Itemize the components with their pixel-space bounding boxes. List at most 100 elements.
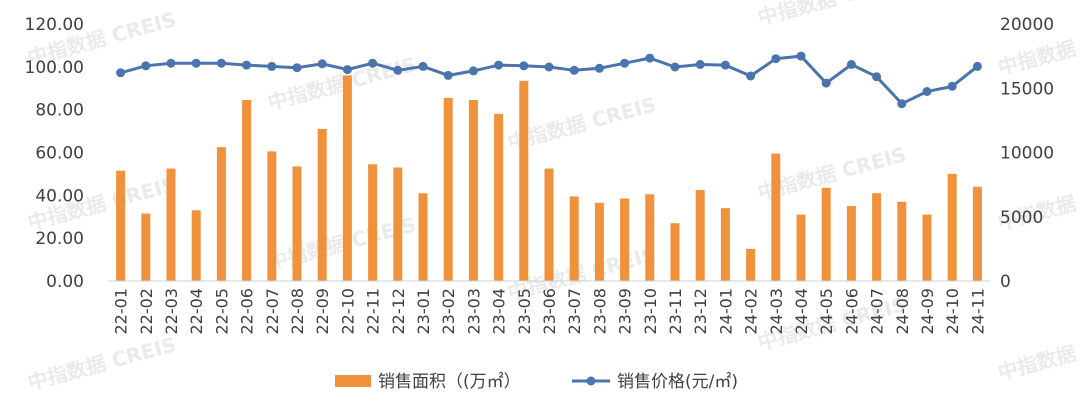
point-sales-price [418,61,428,71]
bar-sales-area [872,193,882,281]
bar-sales-area [141,213,151,281]
x-tick-label: 22-10 [338,288,357,335]
bar-sales-area [368,164,378,281]
line-layer [116,51,982,109]
legend-swatch-bar [335,375,371,387]
x-tick-label: 23-09 [616,288,635,335]
point-sales-price [468,66,478,76]
y-right-tick-label: 5000 [1000,208,1043,228]
y-left-tick-label: 60.00 [35,144,84,164]
x-tick-label: 22-04 [187,288,206,335]
bar-sales-area [594,202,604,281]
x-tick-label: 23-11 [666,288,685,335]
y-right-tick-label: 20000 [1000,15,1054,35]
x-tick-label: 23-12 [691,288,710,335]
bar-sales-area [620,198,630,281]
point-sales-price [544,62,554,72]
bar-sales-area [166,168,176,281]
bar-sales-area [695,190,705,281]
point-sales-price [846,60,856,69]
legend: 销售面积（(万㎡） 销售价格(元/㎡) [335,372,738,392]
bar-sales-area [569,196,579,281]
x-tick-label: 23-02 [439,288,458,335]
point-sales-price [292,63,302,73]
x-tick-label: 24-04 [792,288,811,335]
point-sales-price [720,60,730,70]
axes-layer: 0.00 20.00 40.00 60.00 80.00 100.00 120.00 0 500… [25,15,1055,335]
y-left-tick-label: 20.00 [35,229,84,249]
point-sales-price [670,62,680,72]
point-sales-price [342,65,352,75]
x-tick-label: 23-05 [515,288,534,335]
y-right-tick-label: 0 [1000,272,1011,292]
bar-sales-area [342,75,352,282]
bar-sales-area [544,168,554,281]
point-sales-price [242,60,252,70]
x-tick-label: 24-07 [868,288,887,335]
point-sales-price [922,87,932,96]
bar-sales-area [393,167,403,281]
bar-sales-area [746,248,756,281]
legend-label-sales-price: 销售价格(元/㎡) [617,372,738,392]
point-sales-price [393,65,403,75]
watermark-text: 中指数据 CREIS [25,332,179,395]
bar-sales-area [771,153,781,281]
x-tick-label: 24-02 [742,288,761,335]
point-sales-price [267,61,277,71]
x-tick-label: 24-05 [817,288,836,335]
x-tick-label: 24-09 [918,288,937,335]
x-tick-label: 23-04 [490,288,509,335]
x-tick-label: 24-08 [893,288,912,335]
x-tick-label: 22-06 [238,288,257,335]
x-tick-label: 24-11 [968,288,987,335]
point-sales-price [796,51,806,61]
x-tick-label: 22-02 [137,288,156,335]
point-sales-price [972,61,982,71]
point-sales-price [494,60,504,70]
point-sales-price [569,65,579,75]
y-left-tick-label: 120.00 [25,15,84,35]
watermark-text: 中指数据 CREIS [755,0,909,30]
legend-label-sales-area: 销售面积（(万㎡） [378,372,521,392]
point-sales-price [519,61,529,71]
x-tick-label: 22-11 [364,288,383,335]
point-sales-price [897,99,907,109]
bar-sales-area [292,166,302,281]
point-sales-price [872,72,882,82]
point-sales-price [368,58,378,68]
point-sales-price [317,59,327,69]
bar-sales-area [494,113,504,282]
bar-sales-area [242,100,252,281]
point-sales-price [141,61,151,71]
point-sales-price [695,60,705,69]
bar-sales-area [267,151,277,281]
point-sales-price [645,53,655,63]
y-left-tick-label: 0.00 [46,272,84,292]
x-tick-label: 24-10 [943,288,962,335]
point-sales-price [216,58,226,68]
watermark-text: 中指数据 CREIS [995,322,1080,385]
x-tick-label: 23-01 [414,288,433,335]
point-sales-price [594,63,604,73]
legend-swatch-marker [586,376,596,386]
x-tick-label: 22-07 [263,288,282,335]
x-tick-label: 24-03 [767,288,786,335]
point-sales-price [771,54,781,64]
point-sales-price [116,68,126,78]
point-sales-price [746,71,756,81]
bar-sales-area [418,193,428,281]
x-tick-label: 22-12 [389,288,408,335]
bar-sales-area [519,80,529,281]
y-left-tick-label: 100.00 [25,58,84,78]
x-tick-label: 22-03 [162,288,181,335]
watermark-text: 中指数据 CREIS [265,52,419,115]
bar-sales-area [317,128,327,281]
x-tick-label: 23-06 [540,288,559,335]
point-sales-price [821,78,831,88]
y-left-tick-label: 80.00 [35,101,84,121]
x-tick-label: 22-09 [313,288,332,335]
bar-sales-area [191,210,201,281]
point-sales-price [191,58,201,68]
bar-sales-area [720,208,730,281]
